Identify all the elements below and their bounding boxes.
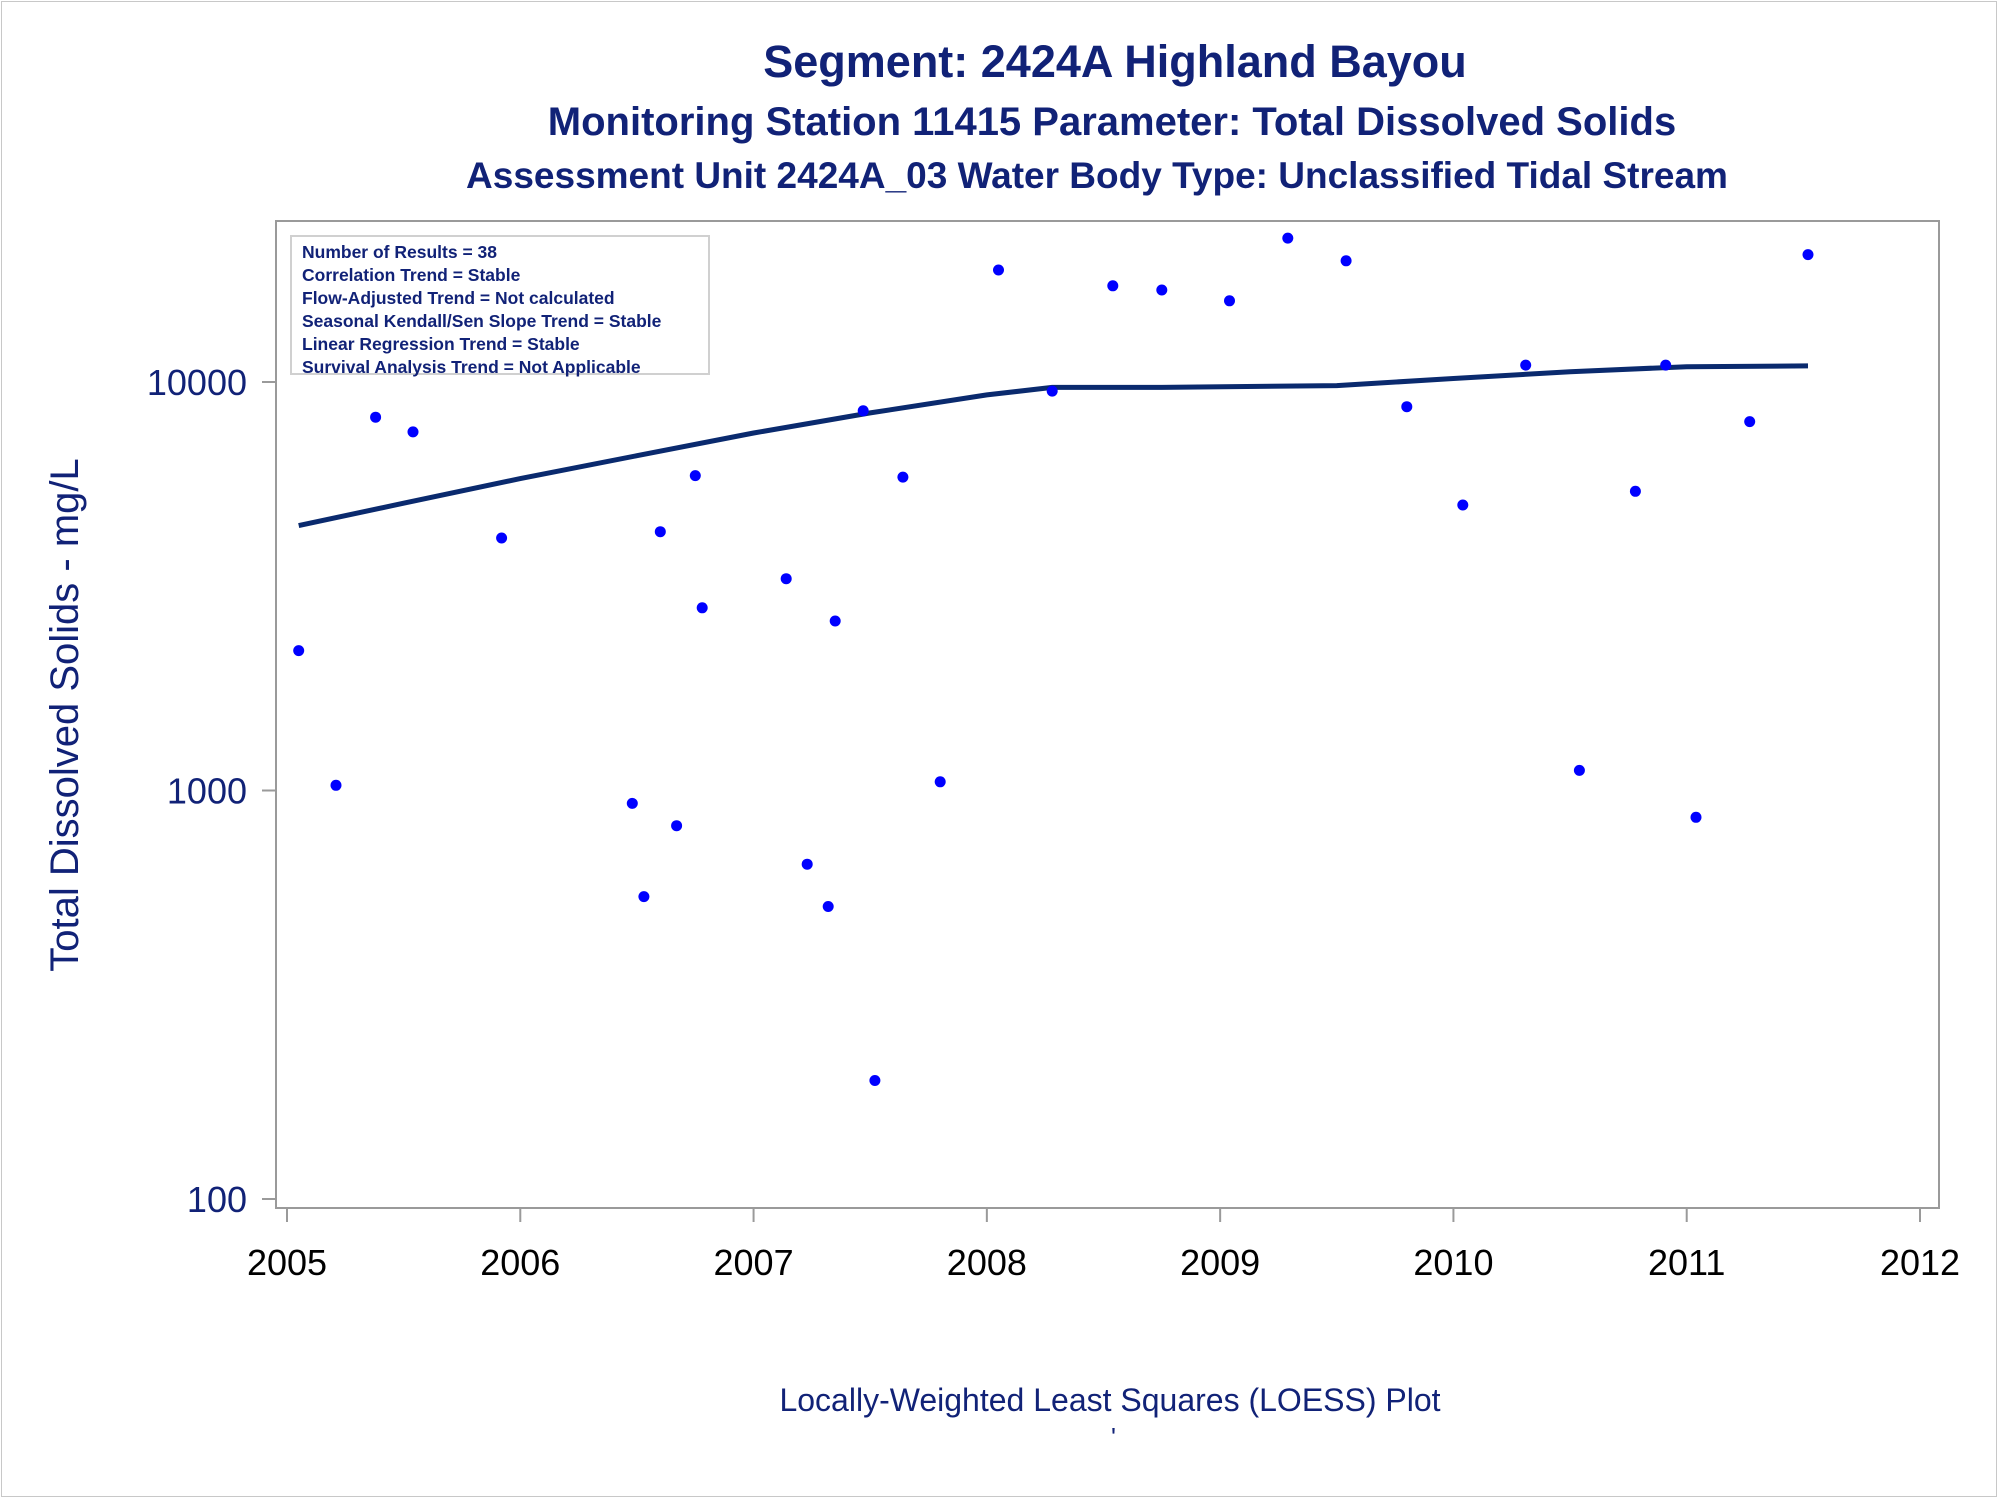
legend-entry: Seasonal Kendall/Sen Slope Trend = Stabl… [302,311,662,331]
y-tick-label: 100 [187,1179,247,1220]
x-tick-label: 2010 [1413,1242,1493,1283]
data-point [638,891,650,903]
data-point [1690,811,1702,823]
x-tick-label: 2005 [247,1242,327,1283]
x-axis: 2005 2006 2007 2008 2009 2010 2011 2012 [247,1208,1960,1283]
x-tick-label: 2009 [1180,1242,1260,1283]
data-point [689,470,701,482]
x-tick-label: 2006 [480,1242,560,1283]
data-point [696,602,708,614]
loess-series [298,363,1809,529]
data-point [934,776,946,788]
plot-type-label: Locally-Weighted Least Squares (LOESS) P… [779,1382,1441,1418]
data-point [897,471,909,483]
data-point [293,645,305,657]
legend-entry: Correlation Trend = Stable [302,265,521,285]
trend-legend: Number of Results = 38 Correlation Trend … [290,235,710,377]
data-point [1457,499,1469,511]
chart-subtitle-2: Assessment Unit 2424A_03 Water Body Type… [466,155,1728,196]
x-tick-label: 2007 [714,1242,794,1283]
data-point [330,779,342,791]
legend-entry: Number of Results = 38 [302,242,497,262]
chart-subtitle: Monitoring Station 11415 Parameter: Tota… [547,100,1677,144]
data-point [1744,416,1756,428]
data-point [1802,249,1814,261]
data-point [869,1075,881,1086]
data-point [1629,485,1641,497]
data-point [1224,295,1235,307]
scatter-series [293,232,1814,1086]
data-point [370,411,382,423]
y-axis: 100 1000 10000 [147,362,276,1220]
loess-line [298,363,1809,529]
data-point [654,526,666,538]
data-point [671,820,683,832]
data-point [1401,401,1413,413]
x-tick-label: 2008 [947,1242,1027,1283]
data-point [1282,232,1294,244]
data-point [822,901,834,912]
data-point [1046,385,1058,397]
legend-entry: Survival Analysis Trend = Not Applicable [302,357,641,377]
legend-entry: Linear Regression Trend = Stable [302,334,580,354]
data-point [407,426,419,438]
data-point [801,858,813,870]
data-point [1520,359,1532,371]
plot-frame [275,220,1940,1209]
legend-entry: Flow-Adjusted Trend = Not calculated [302,288,615,308]
y-tick-label: 1000 [167,771,247,812]
data-point [1660,359,1672,371]
footnote-mark: ' [1111,1422,1116,1452]
data-point [1573,764,1585,776]
data-point [780,573,792,585]
data-point [1107,280,1119,292]
x-tick-label: 2012 [1880,1242,1960,1283]
chart-title: Segment: 2424A Highland Bayou [763,36,1467,87]
x-tick-label: 2011 [1648,1242,1725,1283]
data-point [857,405,869,417]
data-point [1340,255,1352,267]
data-point [993,264,1004,276]
data-point [626,797,638,809]
data-point [496,532,508,544]
y-tick-label: 10000 [147,362,247,403]
y-axis-label: Total Dissolved Solids - mg/L [43,458,87,972]
data-point [1156,284,1168,296]
data-point [829,615,841,627]
